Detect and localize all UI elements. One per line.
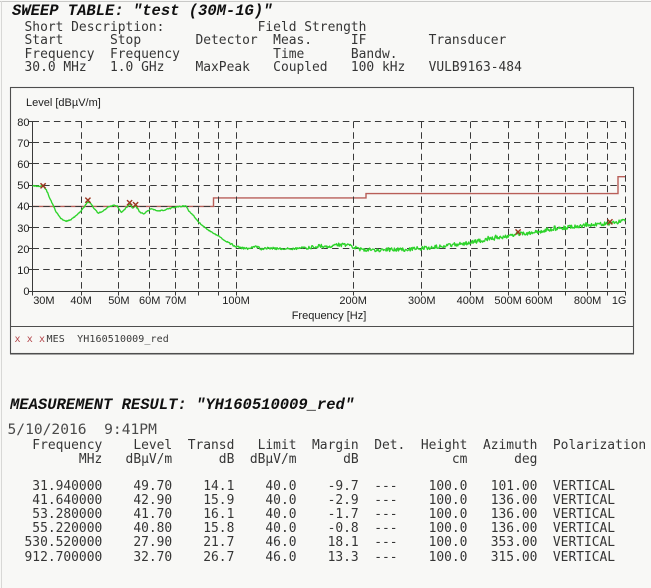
svg-text:0: 0 xyxy=(23,286,29,298)
svg-text:50: 50 xyxy=(17,180,29,192)
svg-text:70M: 70M xyxy=(165,295,186,307)
svg-text:Frequency [Hz]: Frequency [Hz] xyxy=(292,310,367,322)
svg-text:40M: 40M xyxy=(70,295,91,307)
svg-text:500M: 500M xyxy=(494,295,522,307)
svg-text:40: 40 xyxy=(17,201,29,213)
svg-text:30M: 30M xyxy=(33,295,54,307)
svg-text:30: 30 xyxy=(17,223,29,235)
svg-text:1G: 1G xyxy=(612,295,627,307)
svg-text:300M: 300M xyxy=(408,295,436,307)
svg-text:800M: 800M xyxy=(574,295,602,307)
svg-text:80: 80 xyxy=(17,117,29,129)
svg-text:10: 10 xyxy=(17,265,29,277)
svg-text:400M: 400M xyxy=(457,295,485,307)
svg-text:60M: 60M xyxy=(139,295,160,307)
svg-text:100M: 100M xyxy=(222,295,250,307)
svg-text:200M: 200M xyxy=(339,295,367,307)
svg-text:60: 60 xyxy=(17,159,29,171)
svg-text:70: 70 xyxy=(17,138,29,150)
svg-text:Level [dBµV/m]: Level [dBµV/m] xyxy=(26,97,101,109)
svg-text:50M: 50M xyxy=(108,295,129,307)
svg-text:600M: 600M xyxy=(525,295,553,307)
svg-text:20: 20 xyxy=(17,244,29,256)
